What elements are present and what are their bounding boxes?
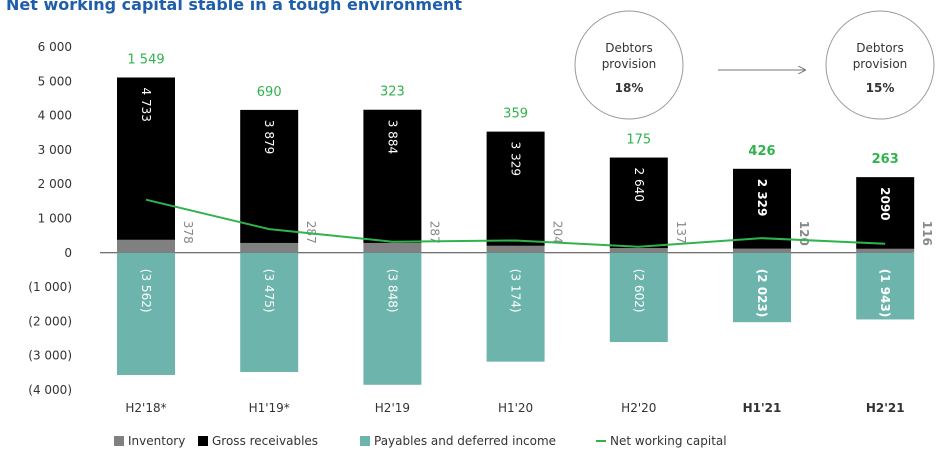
legend-label: Net working capital (610, 434, 727, 448)
inventory-label: 287 (427, 221, 441, 244)
legend-label: Gross receivables (212, 434, 318, 448)
y-tick-label: (4 000) (28, 383, 72, 397)
x-tick-label: H1'20 (498, 401, 533, 415)
annotation-text: Debtors provision (853, 41, 908, 71)
nwc-label: 323 (380, 85, 405, 100)
payables-bar (363, 252, 422, 385)
receivables-label: 3 329 (509, 142, 523, 176)
y-tick-label: 4 000 (38, 109, 72, 123)
receivables-bar (856, 177, 915, 249)
y-tick-label: 5 000 (38, 74, 72, 88)
nwc-line (145, 198, 886, 248)
annotation-value: 18% (615, 81, 644, 95)
x-tick-label: H2'19 (375, 401, 410, 415)
x-tick-label: H1'21 (743, 401, 782, 415)
chart-title: Net working capital stable in a tough en… (6, 0, 462, 14)
receivables-bar (240, 109, 299, 243)
payables-bar (117, 252, 175, 375)
payables-label: (3 174) (509, 269, 523, 313)
x-tick-label: H1'19* (249, 401, 290, 415)
receivables-bar (363, 109, 422, 243)
payables-label: (2 023) (755, 269, 769, 318)
inventory-bar (240, 242, 299, 253)
inventory-label: 120 (797, 221, 811, 246)
inventory-label: 287 (304, 221, 318, 244)
legend-swatch (360, 436, 370, 446)
nwc-label: 426 (748, 144, 775, 159)
payables-label: (3 562) (139, 269, 153, 313)
legend-swatch (198, 436, 208, 446)
y-tick-label: 3 000 (38, 143, 72, 157)
legend-label: Inventory (128, 434, 185, 448)
x-tick-label: H2'21 (866, 401, 905, 415)
inventory-label: 378 (181, 221, 195, 244)
inventory-label: 137 (674, 221, 688, 244)
receivables-label: 3 884 (385, 120, 399, 154)
x-tick-label: H2'20 (621, 401, 656, 415)
nwc-label: 263 (872, 152, 899, 167)
payables-label: (2 602) (632, 269, 646, 313)
payables-bar (240, 252, 299, 372)
receivables-bar (733, 168, 791, 249)
receivables-label: 2090 (878, 187, 892, 220)
annotation-circle (574, 10, 684, 120)
nwc-label: 690 (257, 85, 282, 100)
y-tick-label: 2 000 (38, 177, 72, 191)
receivables-bar (117, 77, 175, 240)
receivables-label: 4 733 (139, 87, 153, 121)
y-tick-label: 0 (64, 246, 72, 260)
inventory-bar (856, 248, 915, 253)
payables-label: (1 943) (878, 269, 892, 318)
y-tick-label: (2 000) (28, 314, 72, 328)
receivables-bar (486, 131, 545, 246)
payables-bar (733, 252, 791, 323)
annotation-circle (825, 10, 935, 120)
y-tick-label: (1 000) (28, 280, 72, 294)
annotation-value: 15% (866, 81, 895, 95)
legend-label: Payables and deferred income (374, 434, 556, 448)
inventory-bar (733, 248, 791, 253)
nwc-label: 1 549 (127, 52, 164, 67)
y-tick-label: 1 000 (38, 212, 72, 226)
nwc-label: 175 (626, 133, 651, 148)
payables-bar (856, 252, 915, 320)
x-tick-label: H2'18* (125, 401, 166, 415)
y-tick-label: (3 000) (28, 349, 72, 363)
payables-bar (609, 252, 668, 343)
payables-bar (486, 252, 545, 362)
receivables-label: 3 879 (262, 120, 276, 154)
nwc-label: 359 (503, 107, 528, 122)
inventory-label: 204 (551, 221, 565, 244)
receivables-label: 2 640 (632, 168, 646, 202)
annotation-text: Debtors provision (602, 41, 657, 71)
inventory-bar (117, 239, 175, 253)
payables-label: (3 475) (262, 269, 276, 313)
legend-swatch (114, 436, 124, 446)
payables-label: (3 848) (385, 269, 399, 313)
receivables-bar (609, 157, 668, 249)
inventory-label: 116 (920, 221, 934, 246)
inventory-bar (486, 245, 545, 253)
inventory-bar (363, 242, 422, 253)
inventory-bar (609, 248, 668, 253)
receivables-label: 2 329 (755, 179, 769, 217)
y-tick-label: 6 000 (38, 40, 72, 54)
